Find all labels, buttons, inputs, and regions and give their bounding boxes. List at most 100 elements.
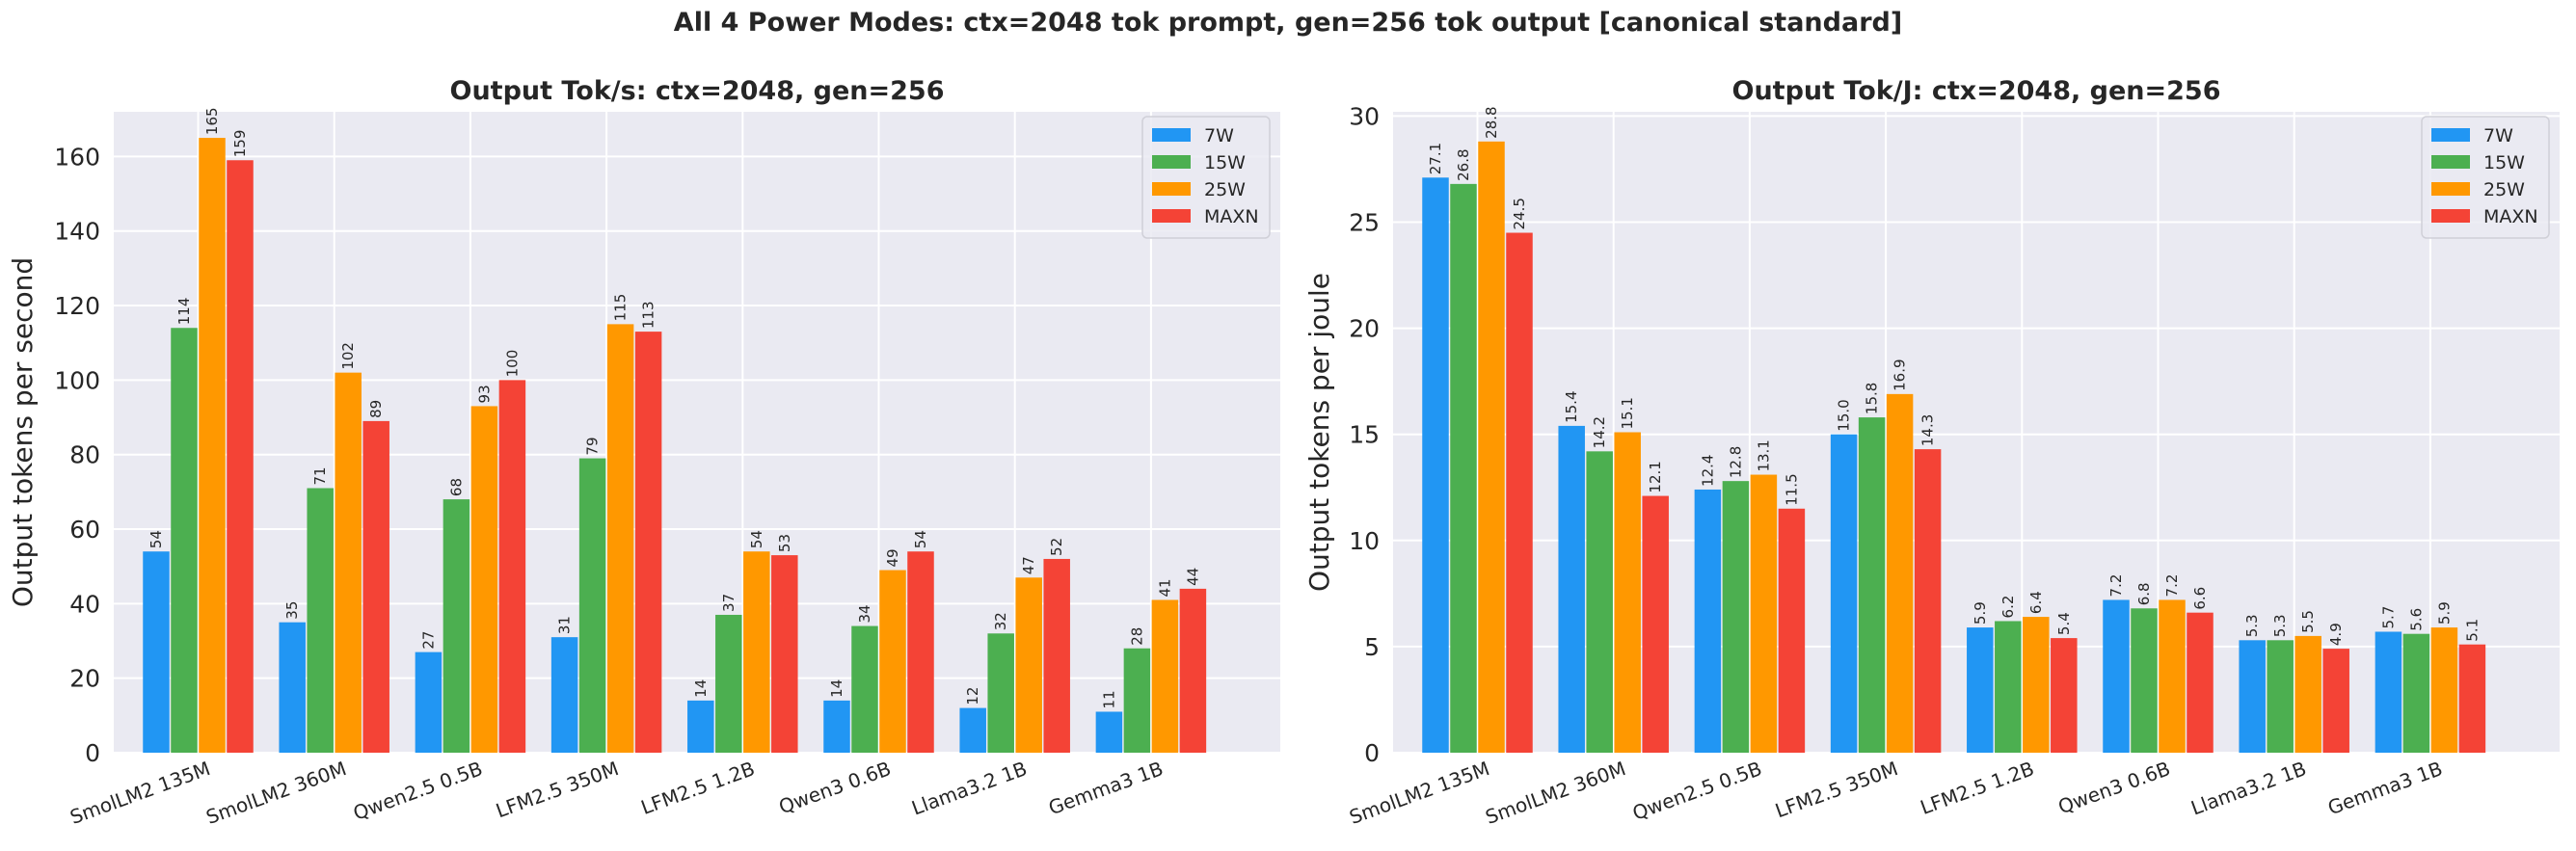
bar-7W [1967, 627, 1994, 753]
bar-MAXN [1778, 508, 1806, 753]
bar-7W [2239, 640, 2266, 753]
bar-value-label: 4.9 [2327, 623, 2345, 646]
bar-MAXN [1179, 588, 1207, 753]
bar-value-label: 28 [1128, 627, 1145, 646]
legend-label: 25W [1204, 179, 1246, 200]
legend-label: 25W [2483, 179, 2525, 200]
legend-frame [2421, 116, 2550, 239]
bar-value-label: 37 [720, 594, 738, 612]
chart-title: Output Tok/s: ctx=2048, gen=256 [450, 76, 945, 106]
y-tick-label: 60 [69, 516, 100, 544]
bar-value-label: 14 [828, 679, 845, 698]
bar-value-label: 16.9 [1892, 359, 1909, 390]
bar-15W [307, 488, 334, 753]
chart-title: Output Tok/J: ctx=2048, gen=256 [1732, 76, 2221, 106]
bar-7W [279, 622, 306, 753]
bar-value-label: 12 [964, 687, 981, 705]
bar-7W [1694, 489, 1722, 753]
bar-7W [1422, 177, 1449, 753]
x-tick-label: Llama3.2 1B [2187, 757, 2309, 819]
bar-25W [1614, 432, 1641, 753]
bar-value-label: 5.4 [2055, 612, 2073, 635]
bar-MAXN [2322, 649, 2349, 753]
x-tick-label: Qwen3 0.6B [2055, 757, 2174, 818]
bar-15W [1586, 451, 1613, 753]
bar-value-label: 31 [556, 616, 574, 634]
bar-MAXN [498, 380, 526, 753]
chart-panel-2: 0 5 10 15 20 25 30 27.1 15.4 12.4 15.0 5.9 7.2 5.3 5.7… [1303, 76, 2560, 829]
bar-value-label: 41 [1156, 578, 1173, 597]
bar-value-label: 44 [1184, 568, 1201, 586]
bar-value-label: 114 [175, 298, 193, 326]
bar-value-label: 27.1 [1427, 143, 1444, 174]
bar-25W [199, 138, 226, 753]
bar-value-label: 6.4 [2027, 591, 2045, 614]
bar-value-label: 79 [584, 437, 602, 455]
y-axis-label: Output tokens per second [7, 257, 39, 607]
bar-25W [470, 406, 498, 753]
legend-swatch [2431, 209, 2470, 223]
bar-15W [1858, 417, 1886, 753]
bar-MAXN [1642, 495, 1669, 753]
bar-value-label: 12.1 [1647, 461, 1664, 492]
bar-7W [143, 551, 170, 753]
bar-value-label: 12.8 [1727, 446, 1744, 478]
y-tick-label: 10 [1349, 527, 1380, 555]
bar-MAXN [1043, 558, 1070, 753]
y-tick-label: 160 [54, 143, 100, 171]
bar-value-label: 5.5 [2299, 610, 2317, 633]
bar-value-label: 28.8 [1483, 106, 1500, 138]
bar-25W [1750, 474, 1778, 753]
bar-value-label: 14.2 [1591, 416, 1608, 448]
bar-15W [578, 458, 606, 753]
bar-value-label: 49 [884, 548, 901, 567]
x-tick-label: Qwen2.5 0.5B [1629, 757, 1764, 825]
bar-value-label: 7.2 [2107, 574, 2125, 598]
bar-value-label: 6.2 [1999, 596, 2017, 619]
bar-15W [171, 328, 198, 753]
legend-label: 15W [1204, 152, 1246, 173]
bar-value-label: 54 [748, 530, 765, 548]
bar-value-label: 54 [912, 530, 929, 548]
bar-25W [2430, 627, 2458, 753]
bar-value-label: 15.4 [1563, 390, 1580, 422]
bar-value-label: 159 [231, 130, 249, 158]
bar-value-label: 7.2 [2163, 574, 2181, 598]
bar-value-label: 14.3 [1919, 414, 1937, 446]
x-tick-label: Qwen3 0.6B [776, 757, 895, 818]
x-tick-label: LFM2.5 1.2B [1918, 757, 2037, 819]
bar-value-label: 11 [1100, 690, 1117, 708]
bar-value-label: 15.1 [1619, 397, 1636, 429]
bar-15W [2402, 633, 2430, 753]
bar-value-label: 89 [367, 400, 385, 418]
bar-MAXN [771, 555, 798, 753]
bar-MAXN [2051, 638, 2078, 753]
bar-value-label: 35 [283, 601, 301, 620]
bar-7W [1095, 711, 1123, 753]
bar-MAXN [2458, 644, 2486, 753]
y-tick-label: 0 [1364, 739, 1380, 767]
legend-swatch [1152, 155, 1191, 169]
legend-swatch [1152, 182, 1191, 196]
bar-7W [959, 707, 986, 753]
bar-value-label: 12.4 [1699, 455, 1716, 487]
bar-value-label: 93 [475, 385, 493, 403]
x-tick-label: LFM2.5 350M [493, 757, 622, 822]
y-tick-label: 140 [54, 218, 100, 246]
figure-suptitle: All 4 Power Modes: ctx=2048 tok prompt, … [673, 8, 1903, 38]
bar-value-label: 26.8 [1455, 148, 1472, 180]
bar-7W [687, 700, 714, 753]
bar-25W [2294, 635, 2321, 753]
legend-swatch [2431, 128, 2470, 142]
bar-MAXN [634, 332, 662, 753]
bar-25W [2023, 617, 2050, 753]
bar-MAXN [227, 160, 254, 754]
y-tick-label: 20 [1349, 315, 1380, 343]
x-tick-label: Gemma3 1B [1045, 757, 1166, 819]
y-tick-label: 25 [1349, 209, 1380, 237]
bar-15W [987, 633, 1014, 753]
bar-value-label: 6.8 [2135, 582, 2153, 605]
bar-value-label: 52 [1048, 538, 1065, 556]
bar-value-label: 14 [692, 679, 710, 698]
bar-value-label: 27 [419, 631, 437, 650]
